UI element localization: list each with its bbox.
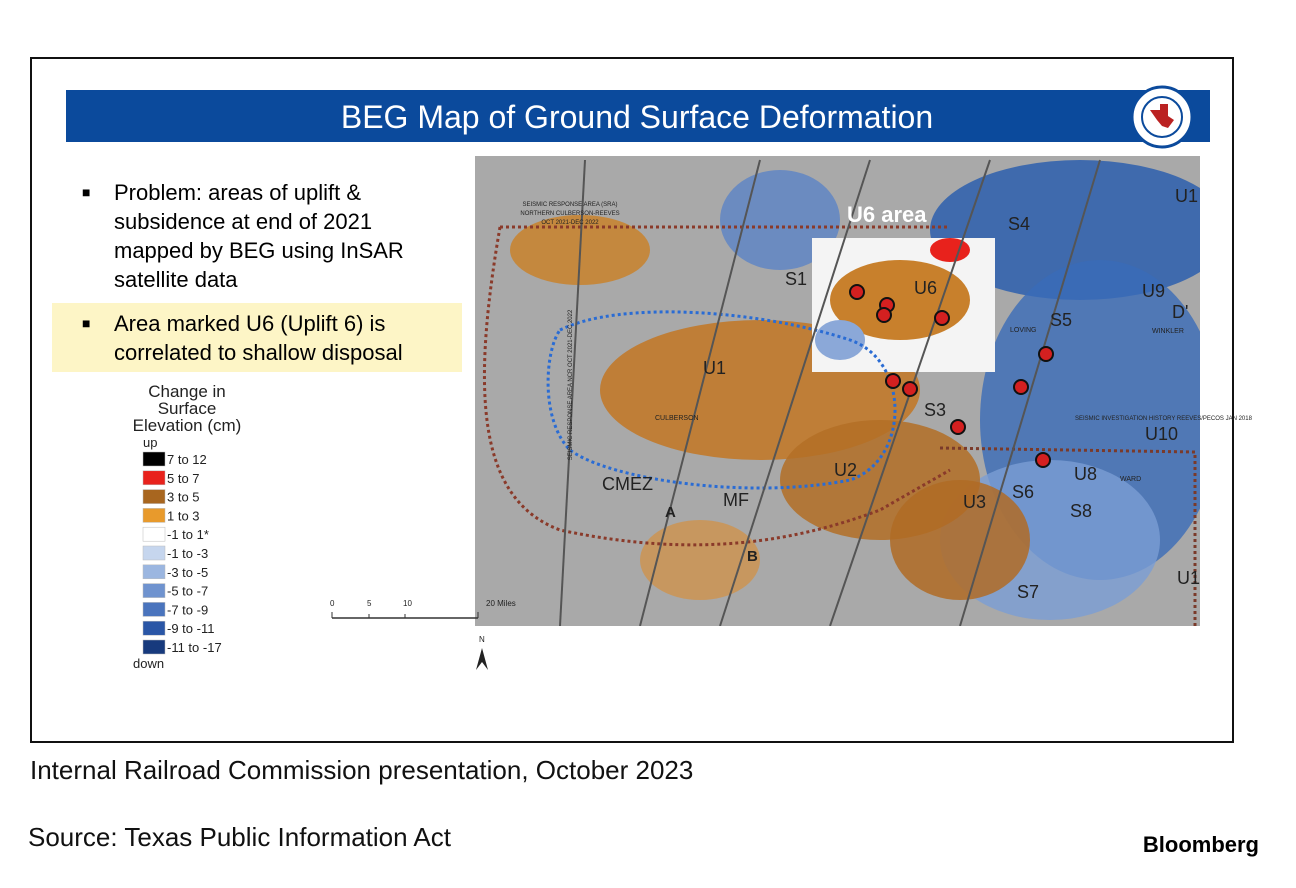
- legend-swatch: [142, 451, 166, 467]
- scale-label: 20 Miles: [486, 599, 516, 608]
- legend-label: 3 to 5: [167, 490, 200, 505]
- legend-swatch: [142, 489, 166, 504]
- map-label: SEISMIC INVESTIGATION HISTORY REEVES/PEC…: [1075, 416, 1253, 422]
- legend-swatch: [142, 545, 166, 561]
- map-label: D': [1172, 302, 1188, 322]
- map-label: NORTHERN CULBERSON-REEVES: [520, 211, 619, 217]
- legend-swatch: [142, 508, 166, 523]
- map-label: B: [747, 548, 758, 565]
- map-label: CMEZ: [602, 474, 653, 494]
- legend-label: -7 to -9: [167, 602, 208, 617]
- legend-label: -9 to -11: [167, 621, 214, 636]
- map-label: SEISMIC RESPONSE AREA NCR OCT 2021-DEC 2…: [568, 309, 574, 460]
- map-label: MF: [723, 490, 749, 510]
- legend-label: -5 to -7: [167, 584, 208, 599]
- legend: Change in Surface Elevation (cm) up down 7…: [133, 382, 242, 671]
- map-label: S6: [1012, 482, 1034, 502]
- legend-swatch: [142, 526, 166, 542]
- slide-title: BEG Map of Ground Surface Deformation: [341, 99, 933, 135]
- map-label: U6 area: [847, 202, 927, 227]
- highlight-box: [52, 303, 462, 372]
- legend-swatch: [142, 639, 166, 655]
- source: Source: Texas Public Information Act: [28, 822, 451, 852]
- legend-label: 5 to 7: [167, 471, 200, 486]
- bullet: ■ Problem: areas of uplift & subsidence a…: [82, 178, 452, 294]
- map-label: U1: [703, 358, 726, 378]
- map-label: S4: [1008, 214, 1030, 234]
- map-label: S1: [785, 269, 807, 289]
- legend-title: Change in Surface Elevation (cm): [133, 382, 242, 435]
- legend-swatch: [142, 470, 166, 486]
- north-label: N: [479, 635, 485, 644]
- scale-label: 5: [367, 599, 372, 608]
- legend-label: -1 to 1*: [167, 527, 209, 542]
- logo: [1130, 85, 1194, 149]
- map-label: CULBERSON: [655, 415, 699, 422]
- map-label: U1: [1175, 186, 1198, 206]
- map-label: OCT 2021-DEC 2022: [541, 220, 599, 226]
- map-label: S3: [924, 400, 946, 420]
- legend-label: 1 to 3: [167, 508, 200, 523]
- map: [475, 156, 1200, 626]
- caption: Internal Railroad Commission presentatio…: [30, 755, 694, 785]
- map-label: S8: [1070, 501, 1092, 521]
- map-label: U6: [914, 278, 937, 298]
- title-bar: [66, 90, 1210, 142]
- legend-label: -11 to -17: [167, 640, 222, 655]
- map-label: LOVING: [1010, 327, 1036, 334]
- scale-bar: 0 5 10 20 Miles N: [330, 599, 516, 670]
- map-label: U3: [963, 492, 986, 512]
- map-label: U2: [834, 460, 857, 480]
- bullet-text: Problem: areas of uplift & subsidence at…: [114, 180, 404, 292]
- legend-label: 7 to 12: [167, 452, 207, 467]
- map-label: SEISMIC RESPONSE AREA (SRA): [522, 202, 617, 208]
- map-label: A: [665, 504, 676, 521]
- legend-top: up: [143, 435, 157, 450]
- legend-swatch: [142, 602, 166, 617]
- map-label: U9: [1142, 281, 1165, 301]
- map-label: U1: [1177, 568, 1200, 588]
- legend-bottom: down: [133, 656, 164, 671]
- brand: Bloomberg: [1142, 832, 1259, 857]
- map-label: U10: [1145, 424, 1178, 444]
- scale-label: 0: [330, 599, 335, 608]
- map-label: WINKLER: [1152, 328, 1184, 335]
- legend-label: -1 to -3: [167, 546, 208, 561]
- bullet: ■ Area marked U6 (Uplift 6) is correlated…: [82, 309, 452, 367]
- legend-label: -3 to -5: [167, 565, 208, 580]
- map-label: S7: [1017, 582, 1039, 602]
- bullet-text: Area marked U6 (Uplift 6) is correlated …: [114, 311, 403, 365]
- legend-swatch: [142, 564, 166, 580]
- map-label: U8: [1074, 464, 1097, 484]
- map-label: WARD: [1120, 476, 1141, 483]
- north-arrow: [476, 648, 488, 670]
- legend-swatch: [142, 620, 166, 636]
- map-label: S5: [1050, 310, 1072, 330]
- legend-swatch: [142, 583, 166, 598]
- scale-label: 10: [403, 599, 412, 608]
